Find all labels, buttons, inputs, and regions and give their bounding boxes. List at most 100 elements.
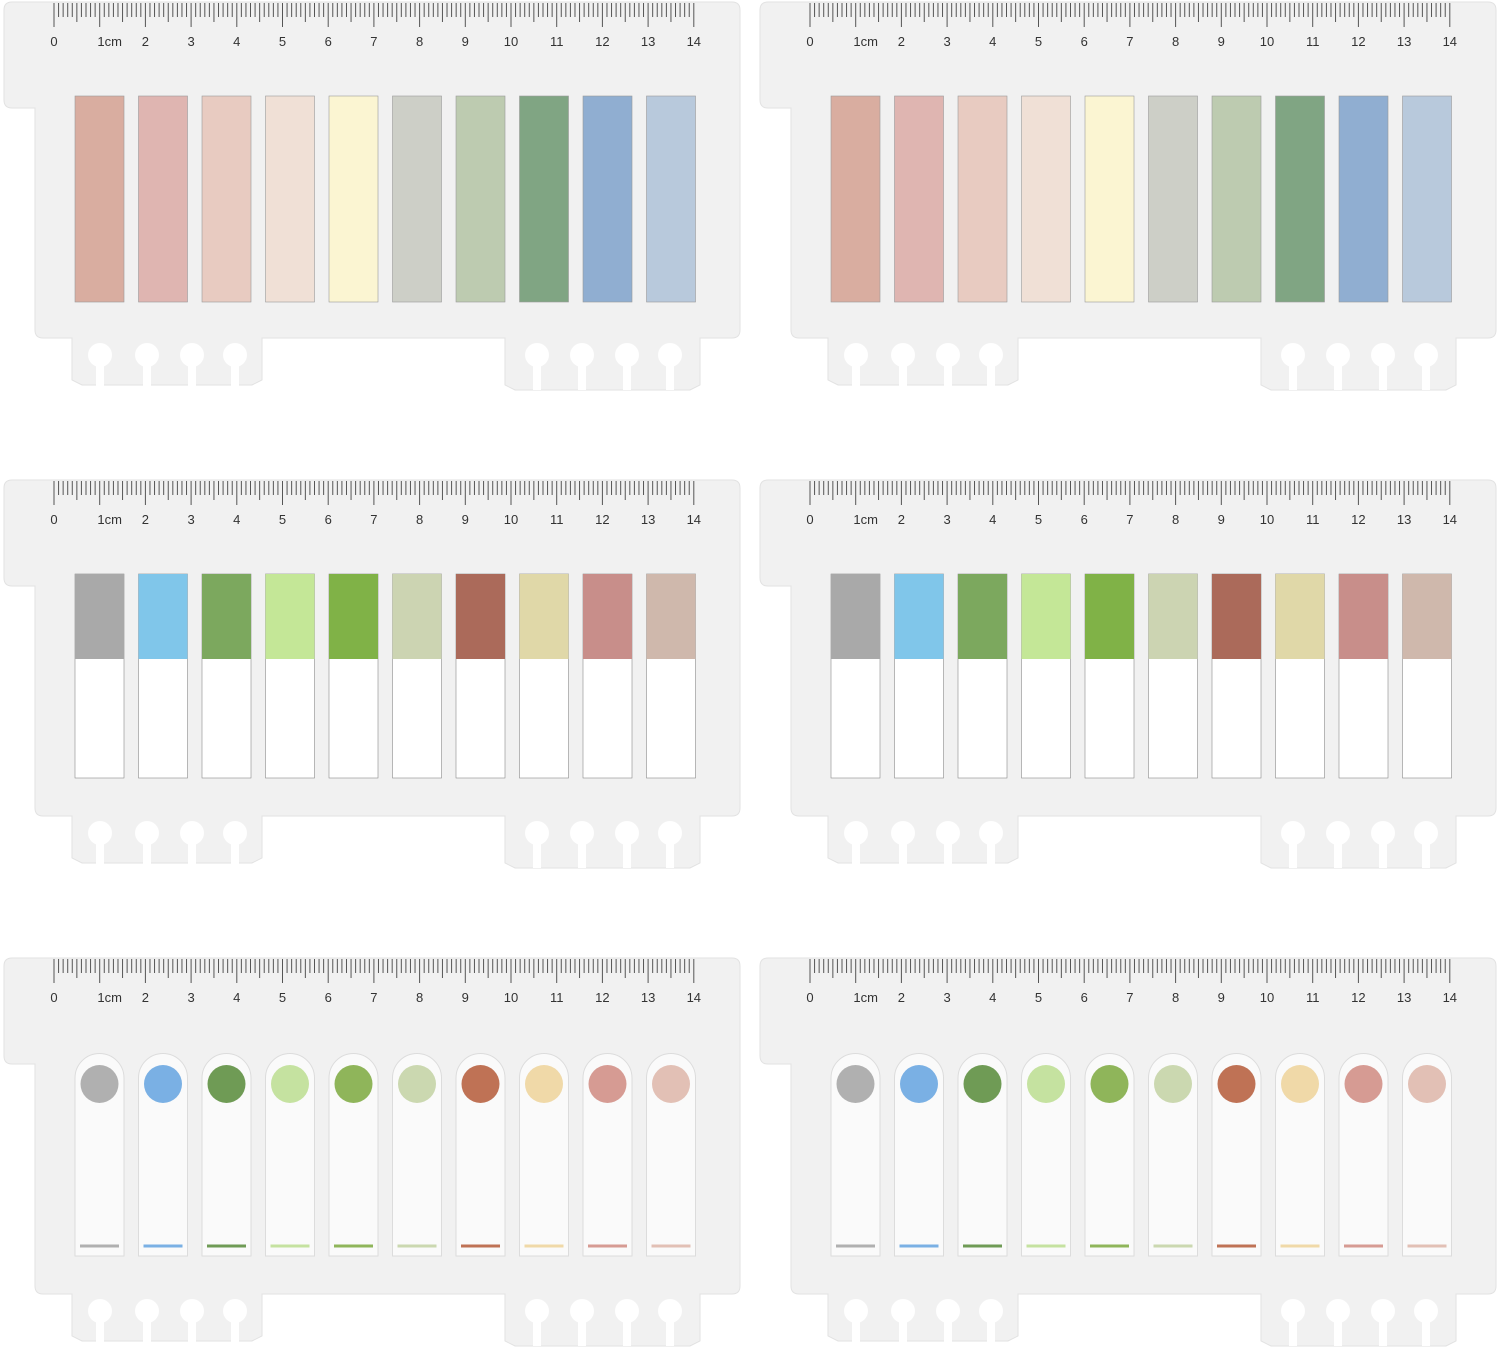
hole-slot — [188, 1311, 196, 1346]
ruler-label: 4 — [233, 34, 240, 49]
ruler-label: 12 — [1351, 990, 1365, 1005]
hole — [979, 1299, 1003, 1323]
ruler-label: 0 — [50, 34, 57, 49]
hole-slot — [1334, 1311, 1342, 1346]
ruler-label: 4 — [233, 512, 240, 527]
tab-dot — [207, 1065, 246, 1103]
tab-sheet: 0 1cm 2 3 4 5 6 7 8 9 10 11 12 13 14 — [3, 957, 741, 1347]
ruler-label: 13 — [641, 512, 655, 527]
hole-slot — [533, 1311, 541, 1346]
hole — [180, 1299, 204, 1323]
hole — [936, 1299, 960, 1323]
hole — [570, 343, 594, 367]
ruler-label: 2 — [898, 990, 905, 1005]
hole-slot — [666, 1311, 674, 1346]
tab-dot — [1408, 1065, 1446, 1103]
hole — [223, 821, 247, 845]
sticky-strip — [1021, 95, 1071, 303]
hole-slot — [533, 355, 541, 390]
ruler-label: 11 — [550, 990, 564, 1005]
ruler-label: 2 — [142, 990, 149, 1005]
ruler-label: 13 — [641, 34, 655, 49]
ruler-label: 1cm — [853, 512, 878, 527]
ruler-label: 1cm — [97, 34, 122, 49]
strip-color — [519, 574, 569, 659]
hole-slot — [578, 355, 586, 390]
ruler-label: 8 — [416, 34, 423, 49]
ruler-label: 5 — [279, 512, 286, 527]
hole — [223, 343, 247, 367]
ruler-label: 7 — [370, 990, 377, 1005]
rounded-tab — [265, 1053, 315, 1257]
strip-color — [958, 574, 1007, 659]
rounded-tab — [201, 1053, 252, 1257]
ruler-label: 13 — [1397, 990, 1411, 1005]
ruler-label: 4 — [989, 990, 996, 1005]
sticky-strip — [1338, 95, 1389, 303]
ruler-label: 14 — [1443, 34, 1457, 49]
sticky-strip — [1211, 95, 1262, 303]
strip-color — [1021, 574, 1071, 659]
hole-slot — [231, 1311, 239, 1346]
ruler-label: 3 — [187, 990, 194, 1005]
hole-slot — [1379, 1311, 1387, 1346]
rounded-tab — [74, 1053, 125, 1257]
ruler-label: 10 — [504, 512, 518, 527]
ruler-label: 11 — [1306, 512, 1320, 527]
ruler-label: 10 — [1260, 34, 1274, 49]
ruler-label: 8 — [416, 990, 423, 1005]
ruler-label: 11 — [550, 34, 564, 49]
hole — [135, 1299, 159, 1323]
hole-slot — [188, 355, 196, 390]
rounded-tab — [957, 1053, 1008, 1257]
strip-color — [1339, 574, 1388, 659]
sticky-strip — [74, 95, 125, 303]
strip-color — [583, 574, 632, 659]
ruler-label: 12 — [595, 990, 609, 1005]
ruler-label: 4 — [989, 512, 996, 527]
hole-slot — [578, 1311, 586, 1346]
hole-slot — [1289, 833, 1297, 868]
hole-slot — [96, 1311, 104, 1346]
sticky-strip — [1148, 95, 1198, 303]
tab-dot — [900, 1065, 938, 1103]
hole-slot — [1334, 833, 1342, 868]
ruler-label: 3 — [943, 990, 950, 1005]
hole-slot — [623, 1311, 631, 1346]
ruler-label: 8 — [1172, 990, 1179, 1005]
tab-dot — [963, 1065, 1002, 1103]
hole-slot — [987, 833, 995, 868]
ruler-label: 8 — [416, 512, 423, 527]
tab-dot — [271, 1065, 309, 1103]
tab-dot — [1154, 1065, 1192, 1103]
hole — [1371, 821, 1395, 845]
strip-color — [75, 574, 124, 659]
strip-color — [138, 574, 188, 659]
hole-slot — [623, 833, 631, 868]
hole — [658, 821, 682, 845]
ruler-label: 12 — [595, 34, 609, 49]
ruler-label: 0 — [50, 512, 57, 527]
hole-slot — [96, 833, 104, 868]
hole-slot — [1379, 355, 1387, 390]
rounded-tab — [1402, 1053, 1452, 1257]
ruler-label: 0 — [806, 512, 813, 527]
ruler-label: 2 — [898, 512, 905, 527]
hole — [1281, 343, 1305, 367]
ruler-label: 7 — [370, 34, 377, 49]
ruler-label: 14 — [687, 512, 701, 527]
hole-slot — [231, 833, 239, 868]
sticky-strip — [582, 95, 633, 303]
rounded-tab — [455, 1053, 506, 1257]
ruler-label: 5 — [1035, 34, 1042, 49]
hole — [844, 343, 868, 367]
hole — [525, 821, 549, 845]
ruler-label: 13 — [641, 990, 655, 1005]
sticky-strip — [646, 95, 696, 303]
tab-dot — [144, 1065, 182, 1103]
strip-color — [1402, 574, 1452, 659]
ruler-label: 10 — [504, 990, 518, 1005]
hole — [1281, 1299, 1305, 1323]
ruler-label: 10 — [1260, 990, 1274, 1005]
